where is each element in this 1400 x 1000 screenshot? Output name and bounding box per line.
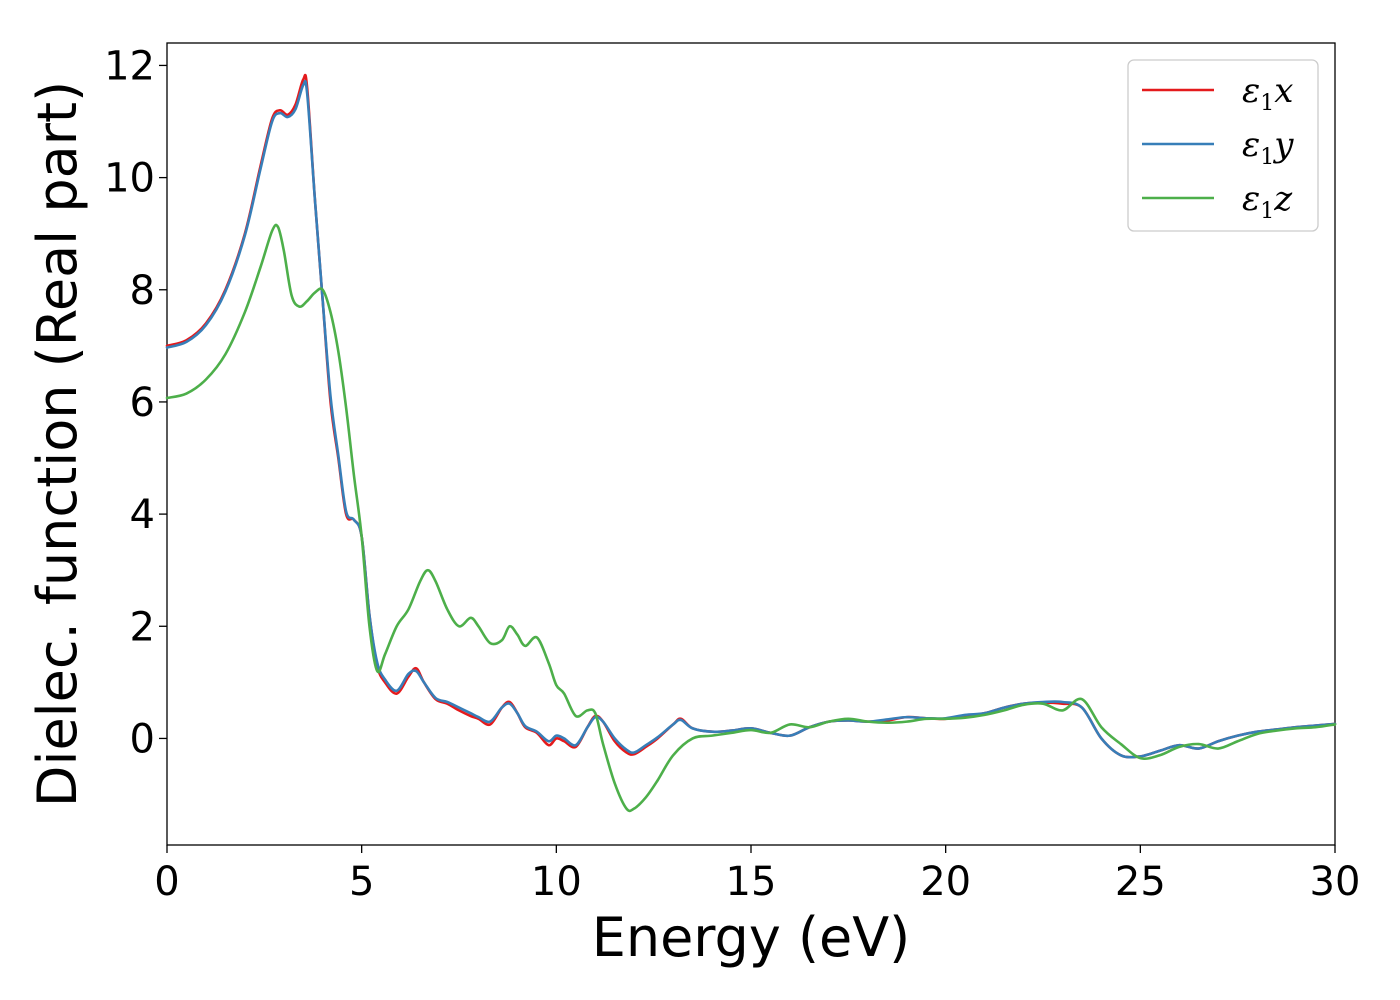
x-tick-label: 25	[1115, 859, 1166, 905]
x-tick-label: 15	[726, 859, 777, 905]
y-tick-label: 12	[104, 43, 155, 89]
series-line-y	[165, 79, 1337, 759]
legend-label-z: ε1z	[1242, 179, 1293, 224]
x-tick-label: 0	[154, 859, 179, 905]
y-tick-label: 10	[104, 156, 155, 202]
y-tick-label: 0	[130, 716, 155, 762]
legend-box	[1127, 59, 1319, 232]
legend-label-y: ε1y	[1242, 125, 1294, 170]
y-tick-label: 8	[130, 268, 155, 314]
legend: ε1x ε1y ε1z	[1127, 59, 1319, 232]
y-tick-label: 6	[130, 380, 155, 426]
x-tick-label: 30	[1310, 859, 1361, 905]
y-axis: 0 2 4 6 8 10 12	[104, 43, 167, 762]
x-tick-label: 20	[920, 859, 971, 905]
legend-label-x: ε1x	[1242, 71, 1293, 116]
x-tick-label: 5	[349, 859, 374, 905]
x-tick-label: 10	[531, 859, 582, 905]
y-tick-label: 4	[130, 492, 155, 538]
series-line-z	[165, 223, 1337, 813]
x-axis: 0 5 10 15 20 25 30	[154, 845, 1360, 905]
x-axis-title: Energy (eV)	[592, 906, 911, 969]
series-layer	[165, 73, 1337, 813]
y-tick-label: 2	[130, 604, 155, 650]
y-axis-title: Dielec. function (Real part)	[26, 81, 89, 807]
